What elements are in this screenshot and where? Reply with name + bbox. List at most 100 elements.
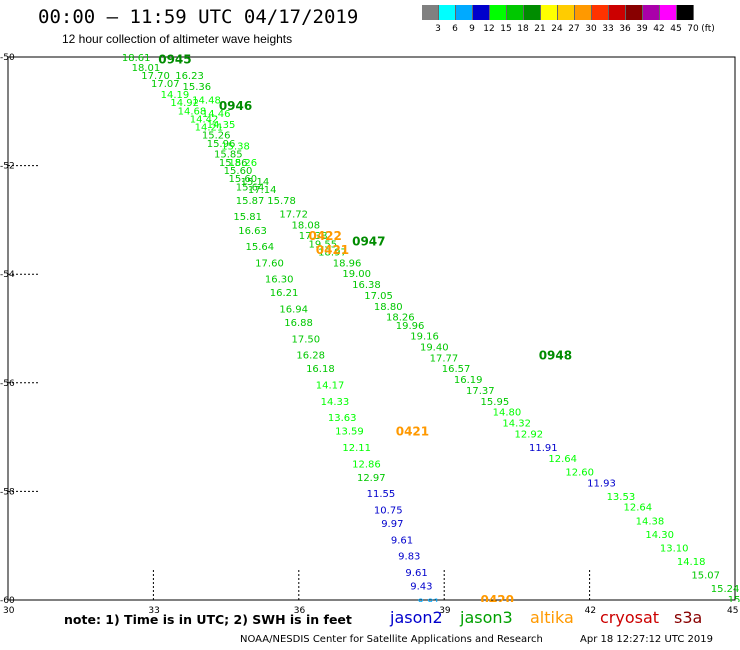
wave-height-value: 19.40 xyxy=(420,343,449,354)
wave-height-value: 14.42 xyxy=(190,114,219,125)
lon-tick-label: 45 xyxy=(727,606,738,616)
wave-height-value: 16.88 xyxy=(284,318,313,329)
wave-height-value: 14.35 xyxy=(207,120,236,131)
wave-height-value: 15.81 xyxy=(233,212,262,223)
wave-height-value: 11.93 xyxy=(587,478,616,489)
colorbar-swatch xyxy=(558,5,575,20)
wave-height-value: 8.81 xyxy=(418,598,440,609)
colorbar-label: 70 xyxy=(687,24,699,34)
colorbar-swatch xyxy=(677,5,694,20)
wave-height-value: 16.38 xyxy=(352,280,381,291)
colorbar-swatch xyxy=(660,5,677,20)
lon-tick-label: 33 xyxy=(148,606,159,616)
wave-height-value: 15.14 xyxy=(241,177,270,188)
colorbar-label: 6 xyxy=(452,24,458,34)
colorbar-swatch xyxy=(575,5,592,20)
wave-height-value: 14.92 xyxy=(170,98,199,109)
colorbar-swatch xyxy=(524,5,541,20)
pass-time-label: 0946 xyxy=(219,99,252,113)
wave-height-value: 15.78 xyxy=(267,196,296,207)
track-layer: 18.6118.0117.7017.0714.1914.9214.6814.42… xyxy=(122,53,740,609)
wave-height-value: 9.97 xyxy=(381,519,403,530)
wave-height-value: 9.61 xyxy=(391,535,413,546)
wave-height-value: 15.26 xyxy=(202,131,231,142)
wave-height-value: 17.70 xyxy=(141,71,170,82)
colorbar-label: 27 xyxy=(568,24,580,34)
satellite-altika: altika xyxy=(530,608,574,627)
pass-time-label: 0945 xyxy=(158,53,191,67)
colorbar-swatch xyxy=(456,5,473,20)
colorbar-label: 21 xyxy=(534,24,546,34)
wave-height-value: 16.18 xyxy=(306,364,335,375)
wave-height-value: 18.80 xyxy=(374,302,403,313)
wave-height-value: 17.72 xyxy=(279,209,308,220)
wave-height-value: 11.55 xyxy=(367,489,396,500)
colorbar-swatch xyxy=(507,5,524,20)
wave-height-value: 17.37 xyxy=(466,386,495,397)
wave-height-value: 14.21 xyxy=(195,123,224,134)
colorbar-swatch xyxy=(422,5,439,20)
colorbar-label: 3 xyxy=(435,24,441,34)
wave-height-value: 15.07 xyxy=(691,571,720,582)
wave-height-value: 19.16 xyxy=(410,332,439,343)
colorbar-unit: (ft) xyxy=(701,24,715,34)
colorbar-swatch xyxy=(473,5,490,20)
satellite-jason3: jason3 xyxy=(460,608,513,627)
wave-height-value: 16.19 xyxy=(454,375,483,386)
wave-height-value: 15.64 xyxy=(245,242,274,253)
wave-height-value: 14.19 xyxy=(161,90,190,101)
satellite-jason2: jason2 xyxy=(390,608,443,627)
wave-height-value: 13.53 xyxy=(607,492,636,503)
wave-height-value: 18.26 xyxy=(386,313,415,324)
wave-height-value: 13.10 xyxy=(660,543,689,554)
wave-height-value: 16.30 xyxy=(265,275,294,286)
wave-height-value: 14.68 xyxy=(178,106,207,117)
wave-height-value: 17.77 xyxy=(430,353,459,364)
colorbar-label: 12 xyxy=(483,24,495,34)
wave-height-value: 18.08 xyxy=(292,220,321,231)
wave-height-value: 15.36 xyxy=(182,82,211,93)
wave-height-value: 16.57 xyxy=(442,364,471,375)
wave-height-value: 14.46 xyxy=(202,109,231,120)
wave-height-value: 19.00 xyxy=(342,269,371,280)
wave-height-value: 12.11 xyxy=(342,443,371,454)
wave-height-value: 15.24 xyxy=(711,584,740,595)
pass-time-label: 0947 xyxy=(352,235,385,249)
wave-height-value: 15.26 xyxy=(229,158,258,169)
colorbar-swatch xyxy=(609,5,626,20)
colorbar-label: 33 xyxy=(602,24,614,34)
wave-height-value: 10.75 xyxy=(374,505,403,516)
colorbar-label: 39 xyxy=(636,24,648,34)
credit-text: NOAA/NESDIS Center for Satellite Applica… xyxy=(240,634,543,645)
wave-height-value: 16.23 xyxy=(175,71,204,82)
lon-tick-label: 42 xyxy=(585,606,596,616)
colorbar-label: 36 xyxy=(619,24,631,34)
pass-time-label: 0421 xyxy=(396,425,429,439)
wave-height-value: 14.33 xyxy=(321,397,350,408)
wave-height-value: 15.30 xyxy=(728,595,740,606)
wave-height-value: 12.97 xyxy=(357,473,386,484)
lat-tick-label: -52 xyxy=(0,162,15,172)
wave-height-value: 14.32 xyxy=(502,419,531,430)
wave-height-value: 14.48 xyxy=(192,95,221,106)
lon-tick-label: 36 xyxy=(294,606,306,616)
pass-time-label: 0948 xyxy=(539,349,572,363)
wave-height-value: 17.14 xyxy=(248,185,277,196)
wave-height-value: 12.64 xyxy=(548,454,577,465)
wave-height-value: 17.38 xyxy=(299,231,328,242)
wave-height-value: 13.63 xyxy=(328,413,357,424)
wave-height-value: 15.60 xyxy=(229,174,258,185)
wave-height-value: 14.30 xyxy=(645,530,674,541)
colorbar-label: 18 xyxy=(517,24,529,34)
wave-height-value: 9.43 xyxy=(410,581,432,592)
wave-height-value: 18.01 xyxy=(132,63,161,74)
wave-height-value: 19.96 xyxy=(396,321,425,332)
wave-height-value: 16.28 xyxy=(296,351,325,362)
wave-height-value: 18.97 xyxy=(318,247,347,258)
colorbar-label: 45 xyxy=(670,24,682,34)
colorbar-label: 24 xyxy=(551,24,563,34)
wave-height-value: 18.61 xyxy=(122,53,151,64)
colorbar-swatch xyxy=(490,5,507,20)
wave-height-value: 12.86 xyxy=(352,459,381,470)
